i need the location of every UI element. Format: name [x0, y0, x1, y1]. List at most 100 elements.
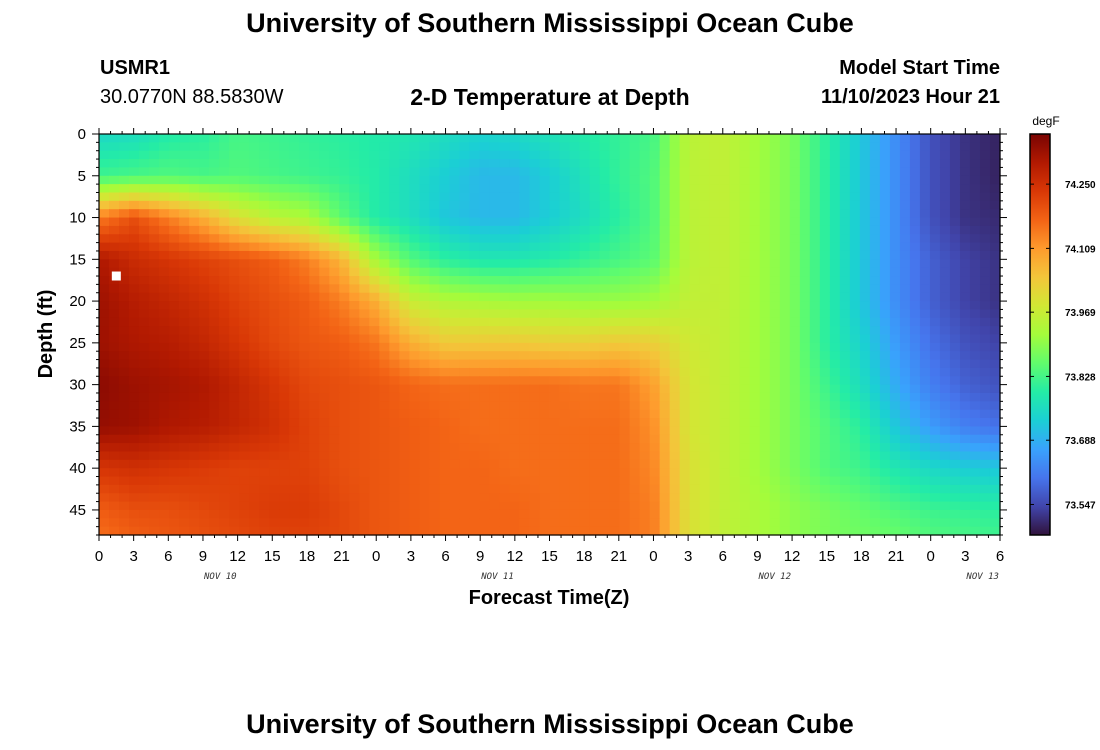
- heatmap-cell: [819, 526, 831, 536]
- heatmap-cell: [479, 250, 491, 260]
- heatmap-cell: [239, 459, 250, 469]
- heatmap-cell: [599, 392, 611, 402]
- heatmap-cell: [619, 284, 631, 294]
- heatmap-cell: [109, 225, 120, 235]
- heatmap-cell: [279, 342, 290, 352]
- heatmap-cell: [749, 175, 761, 185]
- heatmap-cell: [539, 443, 551, 453]
- heatmap-cell: [419, 426, 430, 436]
- heatmap-cell: [219, 242, 230, 252]
- station-coordinates: 30.0770N 88.5830W: [100, 86, 284, 108]
- heatmap-cell: [779, 342, 791, 352]
- heatmap-cell: [489, 401, 501, 411]
- heatmap-cell: [919, 150, 931, 160]
- heatmap-cell: [699, 526, 711, 536]
- heatmap-cell: [849, 225, 861, 235]
- heatmap-cell: [229, 192, 240, 202]
- heatmap-cell: [199, 217, 210, 227]
- heatmap-cell: [409, 468, 420, 478]
- heatmap-cell: [229, 167, 240, 177]
- heatmap-cell: [169, 175, 180, 185]
- heatmap-cell: [929, 526, 941, 536]
- heatmap-cell: [269, 493, 280, 503]
- heatmap-cell: [909, 326, 921, 336]
- heatmap-cell: [479, 184, 491, 194]
- heatmap-cell: [949, 426, 961, 436]
- heatmap-cell: [709, 225, 721, 235]
- heatmap-cell: [639, 292, 651, 302]
- heatmap-cell: [599, 217, 611, 227]
- heatmap-cell: [689, 518, 701, 528]
- heatmap-cell: [559, 259, 571, 269]
- heatmap-cell: [419, 192, 430, 202]
- heatmap-cell: [189, 443, 200, 453]
- heatmap-cell: [159, 484, 170, 494]
- heatmap-cell: [639, 443, 651, 453]
- heatmap-cell: [969, 376, 981, 386]
- heatmap-cell: [739, 359, 751, 369]
- heatmap-cell: [499, 301, 511, 311]
- heatmap-cell: [409, 434, 420, 444]
- heatmap-cell: [509, 434, 521, 444]
- heatmap-cell: [579, 476, 591, 486]
- heatmap-cell: [449, 409, 460, 419]
- heatmap-cell: [379, 392, 390, 402]
- heatmap-cell: [149, 509, 160, 519]
- heatmap-cell: [519, 225, 531, 235]
- heatmap-cell: [779, 451, 791, 461]
- heatmap-cell: [749, 451, 761, 461]
- heatmap-cell: [399, 409, 410, 419]
- heatmap-cell: [929, 509, 941, 519]
- heatmap-cell: [379, 409, 390, 419]
- heatmap-cell: [509, 259, 521, 269]
- heatmap-cell: [769, 401, 781, 411]
- heatmap-cell: [99, 376, 110, 386]
- heatmap-cell: [429, 434, 440, 444]
- heatmap-cell: [879, 309, 891, 319]
- heatmap-cell: [459, 175, 471, 185]
- heatmap-cell: [279, 476, 290, 486]
- heatmap-cell: [889, 184, 901, 194]
- heatmap-cell: [619, 468, 631, 478]
- heatmap-cell: [659, 476, 671, 486]
- heatmap-cell: [499, 459, 511, 469]
- heatmap-cell: [709, 276, 721, 285]
- heatmap-cell: [959, 159, 971, 169]
- heatmap-cell: [909, 459, 921, 469]
- heatmap-cell: [389, 175, 400, 185]
- heatmap-cell: [159, 376, 170, 386]
- heatmap-cell: [419, 184, 430, 194]
- heatmap-cell: [399, 259, 410, 269]
- heatmap-cell: [909, 200, 921, 210]
- heatmap-cell: [949, 142, 961, 152]
- heatmap-cell: [659, 493, 671, 503]
- heatmap-cell: [319, 376, 330, 386]
- heatmap-cell: [259, 159, 270, 169]
- heatmap-cell: [129, 184, 140, 194]
- heatmap-cell: [309, 426, 320, 436]
- heatmap-cell: [769, 484, 781, 494]
- heatmap-cell: [149, 501, 160, 511]
- heatmap-cell: [399, 493, 410, 503]
- heatmap-cell: [619, 351, 631, 361]
- heatmap-cell: [959, 392, 971, 402]
- heatmap-cell: [169, 426, 180, 436]
- heatmap-cell: [909, 134, 921, 143]
- heatmap-cell: [119, 401, 130, 411]
- heatmap-cell: [579, 493, 591, 503]
- heatmap-cell: [869, 509, 881, 519]
- heatmap-cell: [919, 443, 931, 453]
- heatmap-cell: [909, 334, 921, 344]
- heatmap-cell: [489, 225, 501, 235]
- heatmap-cell: [369, 234, 380, 244]
- heatmap-cell: [649, 501, 661, 511]
- heatmap-cell: [129, 401, 140, 411]
- heatmap-cell: [709, 159, 721, 169]
- heatmap-cell: [799, 418, 811, 427]
- heatmap-cell: [659, 142, 671, 152]
- heatmap-cell: [169, 326, 180, 336]
- heatmap-cell: [329, 459, 340, 469]
- heatmap-cell: [419, 142, 430, 152]
- heatmap-cell: [689, 384, 701, 394]
- heatmap-cell: [599, 409, 611, 419]
